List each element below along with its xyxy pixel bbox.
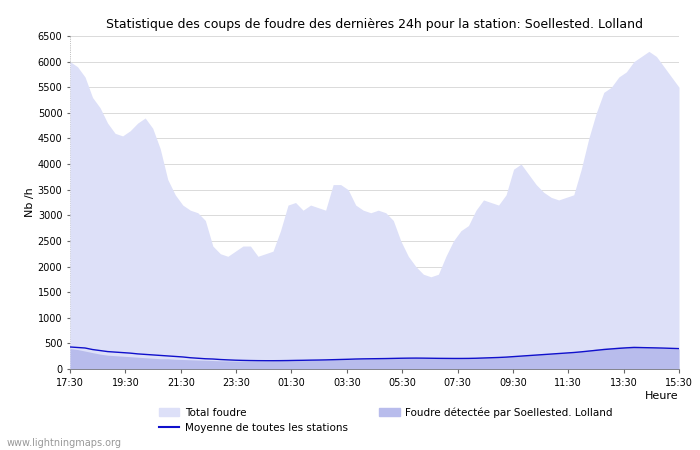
Title: Statistique des coups de foudre des dernières 24h pour la station: Soellested. L: Statistique des coups de foudre des dern… <box>106 18 643 31</box>
Text: www.lightningmaps.org: www.lightningmaps.org <box>7 438 122 448</box>
Legend: Total foudre, Moyenne de toutes les stations, Foudre détectée par Soellested. Lo: Total foudre, Moyenne de toutes les stat… <box>155 403 617 437</box>
Text: Heure: Heure <box>645 391 679 401</box>
Y-axis label: Nb /h: Nb /h <box>25 188 35 217</box>
